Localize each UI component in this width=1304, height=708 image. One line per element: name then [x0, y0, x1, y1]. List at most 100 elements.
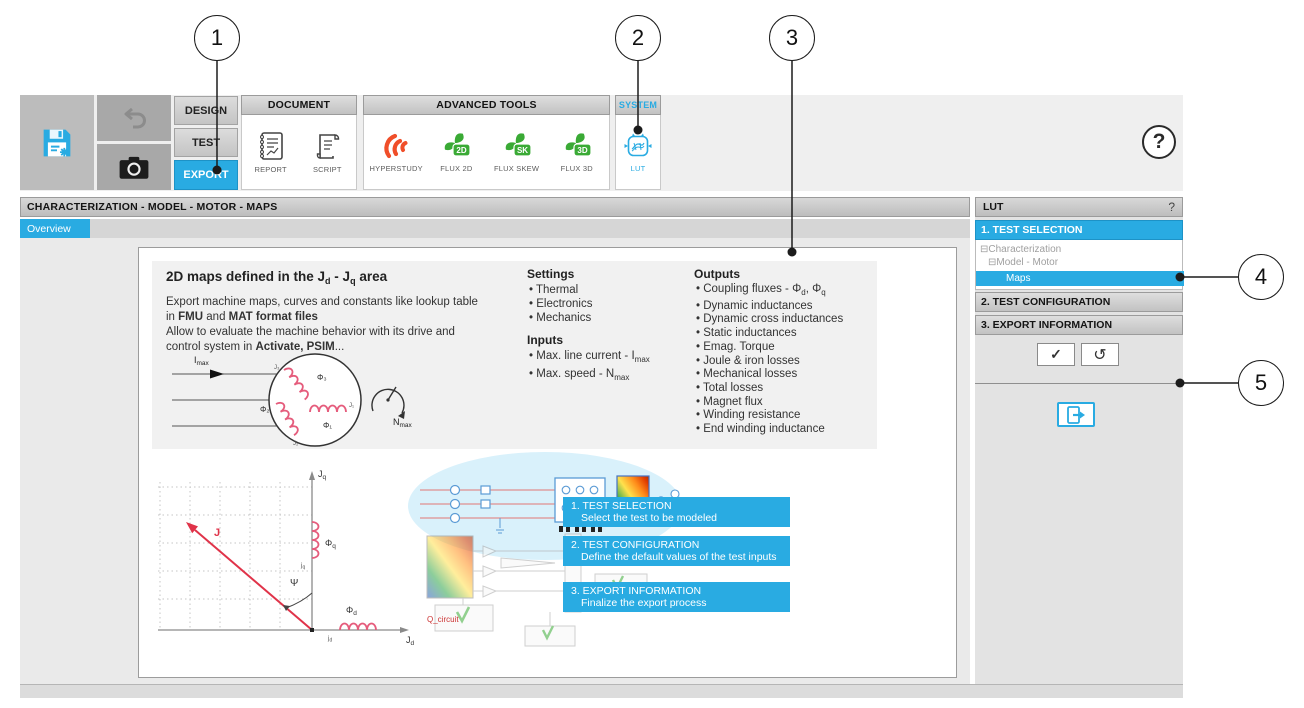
reset-icon: ↺: [1093, 346, 1107, 364]
list-item: Mechanical losses: [696, 368, 874, 382]
screenshot-button[interactable]: [97, 144, 171, 190]
test-selection-tree: ⊟Characterization ⊟Model - Motor Maps: [975, 240, 1184, 290]
list-item: Static inductances: [696, 327, 874, 341]
step-box-export-information: 3. EXPORT INFORMATION Finalize the expor…: [563, 582, 790, 612]
svg-text:J₃: J₃: [274, 365, 280, 371]
lut-button[interactable]: LUT: [616, 131, 660, 173]
help-button[interactable]: ?: [1142, 125, 1176, 159]
flux-3d-icon: 3D: [565, 133, 592, 157]
section-test-selection[interactable]: 1. TEST SELECTION: [975, 220, 1183, 240]
lut-panel-title: LUT: [983, 201, 1004, 213]
fluxskew-label: FLUX SKEW: [493, 164, 540, 173]
expander-icon[interactable]: ⊟: [988, 257, 997, 268]
svg-text:SK: SK: [517, 146, 528, 155]
callout-1: 1: [194, 15, 240, 61]
list-item: Total losses: [696, 382, 874, 396]
outputs-title: Outputs: [694, 267, 740, 281]
flux3d-button[interactable]: 3D FLUX 3D: [549, 131, 605, 173]
svg-text:Φd: Φd: [346, 605, 357, 617]
fluxskew-button[interactable]: SK FLUX SKEW: [489, 131, 545, 173]
list-item: Max. speed - Nmax: [529, 367, 687, 385]
paragraph-line: control system in Activate, PSIM...: [166, 341, 345, 353]
group-system-title: SYSTEM: [615, 95, 661, 115]
svg-text:J: J: [214, 527, 220, 539]
list-item: Emag. Torque: [696, 341, 874, 355]
help-icon: ?: [1152, 130, 1166, 153]
callout-5: 5: [1238, 360, 1284, 406]
step-box-test-configuration: 2. TEST CONFIGURATION Define the default…: [563, 536, 790, 566]
svg-text:Jq: Jq: [318, 469, 327, 481]
callout-3: 3: [769, 15, 815, 61]
tab-design[interactable]: DESIGN: [174, 96, 238, 125]
expander-icon[interactable]: ⊟: [980, 244, 989, 255]
export-document-icon: [1067, 405, 1085, 424]
system-circuit-illustration: Q_circuit: [408, 452, 683, 647]
export-lut-button[interactable]: [1057, 402, 1095, 427]
svg-text:Jd: Jd: [406, 635, 415, 647]
list-item: Winding resistance: [696, 409, 874, 423]
outputs-list: Coupling fluxes - Φd, Φq Dynamic inducta…: [696, 283, 874, 437]
tree-node-model-motor[interactable]: ⊟Model - Motor: [988, 257, 1059, 268]
svg-text:Imax: Imax: [194, 355, 210, 367]
list-item: Dynamic cross inductances: [696, 313, 874, 327]
dq-plane-diagram: Jq Jd J Ψ Φq Φd jq jd: [158, 469, 415, 647]
undo-icon: [124, 107, 146, 129]
overview-paragraph: Export machine maps, curves and constant…: [166, 295, 522, 355]
script-button[interactable]: SCRIPT: [299, 130, 355, 174]
inputs-list: Max. line current - Imax Max. speed - Nm…: [529, 349, 687, 385]
step-title: 2. TEST CONFIGURATION: [571, 539, 700, 551]
tree-node-maps-selected[interactable]: Maps: [976, 271, 1184, 286]
list-item: Coupling fluxes - Φd, Φq: [696, 283, 874, 300]
section-export-information[interactable]: 3. EXPORT INFORMATION: [975, 315, 1183, 335]
callout-2: 2: [615, 15, 661, 61]
breadcrumb: CHARACTERIZATION - MODEL - MOTOR - MAPS: [20, 197, 970, 217]
group-advanced-body: HYPERSTUDY 2D FLUX 2D SK FLUX SKEW: [363, 115, 610, 190]
svg-text:jd: jd: [327, 635, 332, 644]
svg-text:Φq: Φq: [325, 538, 336, 550]
apply-button[interactable]: ✓: [1037, 343, 1075, 366]
callout-4: 4: [1238, 254, 1284, 300]
undo-button[interactable]: [97, 95, 171, 141]
motor-diagram: Imax Φ₃ Φ₂ Φ₁ J₃ J₂ J₁ Nmax: [172, 353, 413, 447]
list-item: Joule & iron losses: [696, 355, 874, 369]
svg-text:Φ₃: Φ₃: [317, 373, 327, 382]
hyperstudy-button[interactable]: HYPERSTUDY: [368, 131, 424, 173]
section-test-configuration[interactable]: 2. TEST CONFIGURATION: [975, 292, 1183, 312]
list-item: Dynamic inductances: [696, 300, 874, 314]
save-button[interactable]: [20, 95, 94, 190]
paragraph-line: Export machine maps, curves and constant…: [166, 296, 478, 308]
svg-text:J₁: J₁: [349, 403, 354, 409]
flux-2d-icon: 2D: [445, 133, 471, 157]
settings-inputs-column: Settings Thermal Electronics Mechanics I…: [527, 267, 687, 393]
inputs-title: Inputs: [527, 333, 563, 347]
hyperstudy-label: HYPERSTUDY: [369, 164, 423, 173]
list-item: Magnet flux: [696, 396, 874, 410]
lut-panel: LUT ? 1. TEST SELECTION ⊟Characterizatio…: [975, 197, 1184, 684]
svg-text:2D: 2D: [457, 146, 467, 155]
lut-help-icon[interactable]: ?: [1168, 200, 1175, 214]
reset-button[interactable]: ↺: [1081, 343, 1119, 366]
report-button[interactable]: REPORT: [243, 130, 299, 174]
flux2d-label: FLUX 2D: [440, 164, 473, 173]
flux-skew-icon: SK: [505, 133, 532, 157]
step-box-test-selection: 1. TEST SELECTION Select the test to be …: [563, 497, 790, 527]
overview-title: 2D maps defined in the Jd - Jq area: [166, 269, 388, 286]
tab-export[interactable]: EXPORT: [174, 160, 238, 190]
svg-text:Q_circuit: Q_circuit: [427, 615, 459, 624]
flux3d-label: FLUX 3D: [560, 164, 593, 173]
tab-overview[interactable]: Overview: [20, 219, 90, 238]
step-title: 3. EXPORT INFORMATION: [571, 585, 702, 597]
lut-icon: [624, 133, 652, 157]
group-system-body: LUT: [615, 115, 661, 190]
step-desc: Select the test to be modeled: [581, 512, 718, 524]
hyperstudy-icon: [384, 133, 408, 159]
list-item: Mechanics: [529, 311, 687, 325]
tree-node-characterization[interactable]: ⊟Characterization: [980, 244, 1062, 255]
flux2d-button[interactable]: 2D FLUX 2D: [428, 131, 484, 173]
group-document: DOCUMENT REPORT: [241, 95, 357, 190]
check-icon: ✓: [1050, 346, 1062, 362]
lut-panel-header: LUT ?: [975, 197, 1183, 217]
tab-test[interactable]: TEST: [174, 128, 238, 157]
panel-divider: [975, 383, 1183, 384]
group-advanced-tools: ADVANCED TOOLS HYPERSTUDY 2D FLUX 2D: [363, 95, 610, 190]
